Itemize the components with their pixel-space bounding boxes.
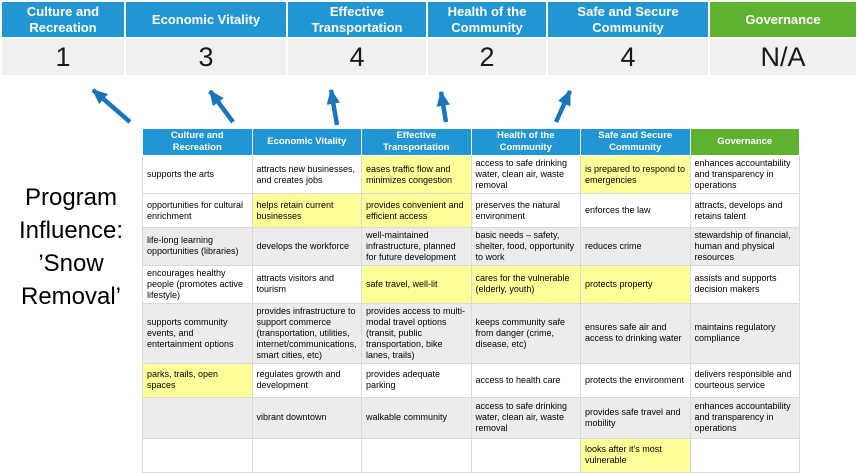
matrix-header-economic-vitality: Economic Vitality: [251, 128, 362, 156]
scorecard-score-economic-vitality: 3: [126, 39, 286, 75]
influence-matrix-table: Culture and Recreation Economic Vitality E…: [142, 128, 800, 473]
matrix-cell-economic-vitality: vibrant downtown: [251, 396, 362, 439]
matrix-cell-health-of-the-community: cares for the vulnerable (elderly, youth…: [470, 264, 581, 304]
matrix-header-culture-and-recreation: Culture and Recreation: [142, 128, 253, 156]
matrix-row: parks, trails, open spaces regulates grow…: [142, 362, 800, 398]
matrix-cell-effective-transportation: [361, 437, 472, 473]
arrow-health-of-the-community-icon: [436, 90, 450, 123]
matrix-row: life-long learning opportunities (librar…: [142, 227, 800, 266]
matrix-cell-safe-and-secure-community: enforces the law: [580, 193, 691, 228]
matrix-cell-culture-and-recreation: encourages healthy people (promotes acti…: [142, 264, 253, 304]
scorecard-label-culture-and-recreation: Culture and Recreation: [2, 2, 124, 37]
matrix-cell-safe-and-secure-community: provides safe travel and mobility: [580, 396, 691, 439]
matrix-row: opportunities for cultural enrichment hel…: [142, 193, 800, 228]
matrix-cell-economic-vitality: [251, 437, 362, 473]
arrow-economic-vitality-icon: [208, 89, 235, 124]
matrix-header-governance: Governance: [689, 128, 800, 156]
matrix-header-safe-and-secure-community: Safe and Secure Community: [580, 128, 691, 156]
matrix-cell-effective-transportation: safe travel, well-lit: [361, 264, 472, 304]
matrix-cell-safe-and-secure-community: looks after it's most vulnerable: [580, 437, 691, 473]
matrix-cell-culture-and-recreation: opportunities for cultural enrichment: [142, 193, 253, 228]
matrix-cell-health-of-the-community: basic needs – safety, shelter, food, opp…: [470, 227, 581, 266]
scorecard-score-culture-and-recreation: 1: [2, 39, 124, 75]
matrix-cell-effective-transportation: walkable community: [361, 396, 472, 439]
matrix-cell-effective-transportation: provides adequate parking: [361, 362, 472, 398]
matrix-cell-culture-and-recreation: supports community events, and entertain…: [142, 302, 253, 364]
matrix-cell-culture-and-recreation: parks, trails, open spaces: [142, 362, 253, 398]
scorecard-label-governance: Governance: [710, 2, 856, 37]
matrix-cell-health-of-the-community: keeps community safe from danger (crime,…: [470, 302, 581, 364]
matrix-cell-governance: assists and supports decision makers: [689, 264, 800, 304]
scorecard-scores-row: 1 3 4 2 4 N/A: [2, 37, 857, 75]
matrix-cell-safe-and-secure-community: protects the environment: [580, 362, 691, 398]
scorecard-label-safe-and-secure-community: Safe and Secure Community: [548, 2, 708, 37]
matrix-cell-health-of-the-community: [470, 437, 581, 473]
matrix-cell-culture-and-recreation: supports the arts: [142, 155, 253, 194]
scorecard: Culture and Recreation Economic Vitality E…: [2, 2, 857, 75]
scorecard-label-effective-transportation: Effective Transportation: [288, 2, 426, 37]
matrix-cell-economic-vitality: attracts visitors and tourism: [251, 264, 362, 304]
scorecard-score-governance: N/A: [710, 39, 856, 75]
program-influence-title: Program Influence: ’Snow Removal’: [18, 184, 124, 311]
arrow-effective-transportation-icon: [326, 88, 341, 126]
matrix-cell-safe-and-secure-community: protects property: [580, 264, 691, 304]
matrix-cell-culture-and-recreation: life-long learning opportunities (librar…: [142, 227, 253, 266]
matrix-cell-safe-and-secure-community: is prepared to respond to emergencies: [580, 155, 691, 194]
matrix-cell-safe-and-secure-community: ensures safe air and access to drinking …: [580, 302, 691, 364]
scorecard-labels-row: Culture and Recreation Economic Vitality E…: [2, 2, 857, 37]
matrix-cell-culture-and-recreation: [142, 396, 253, 439]
matrix-cell-culture-and-recreation: [142, 437, 253, 473]
matrix-cell-health-of-the-community: access to safe drinking water, clean air…: [470, 396, 581, 439]
arrow-layer: [91, 88, 573, 126]
matrix-cell-economic-vitality: regulates growth and development: [251, 362, 362, 398]
matrix-cell-governance: enhances accountability and transparency…: [689, 155, 800, 194]
matrix-cell-health-of-the-community: preserves the natural environment: [470, 193, 581, 228]
matrix-cell-governance: attracts, develops and retains talent: [689, 193, 800, 228]
matrix-row: encourages healthy people (promotes acti…: [142, 264, 800, 304]
matrix-cell-effective-transportation: eases traffic flow and minimizes congest…: [361, 155, 472, 194]
matrix-cell-effective-transportation: well-maintained infrastructure, planned …: [361, 227, 472, 266]
matrix-cell-effective-transportation: provides convenient and efficient access: [361, 193, 472, 228]
matrix-cell-economic-vitality: provides infrastructure to support comme…: [251, 302, 362, 364]
scorecard-score-health-of-the-community: 2: [428, 39, 546, 75]
scorecard-label-health-of-the-community: Health of the Community: [428, 2, 546, 37]
arrow-culture-and-recreation-icon: [91, 88, 132, 124]
scorecard-label-economic-vitality: Economic Vitality: [126, 2, 286, 37]
matrix-cell-economic-vitality: helps retain current businesses: [251, 193, 362, 228]
matrix-cell-governance: [689, 437, 800, 473]
matrix-cell-effective-transportation: provides access to multi-modal travel op…: [361, 302, 472, 364]
matrix-row: supports the arts attracts new businesses…: [142, 155, 800, 194]
matrix-cell-governance: stewardship of financial, human and phys…: [689, 227, 800, 266]
matrix-cell-safe-and-secure-community: reduces crime: [580, 227, 691, 266]
matrix-header-effective-transportation: Effective Transportation: [361, 128, 472, 156]
arrow-safe-and-secure-community-icon: [553, 89, 573, 123]
matrix-row: supports community events, and entertain…: [142, 302, 800, 364]
matrix-cell-health-of-the-community: access to safe drinking water, clean air…: [470, 155, 581, 194]
matrix-row: looks after it's most vulnerable: [142, 437, 800, 473]
matrix-cell-governance: maintains regulatory compliance: [689, 302, 800, 364]
matrix-cell-economic-vitality: attracts new businesses, and creates job…: [251, 155, 362, 194]
matrix-header-row: Culture and Recreation Economic Vitality E…: [142, 128, 800, 156]
matrix-cell-health-of-the-community: access to health care: [470, 362, 581, 398]
matrix-header-health-of-the-community: Health of the Community: [470, 128, 581, 156]
matrix-cell-governance: delivers responsible and courteous servi…: [689, 362, 800, 398]
scorecard-score-safe-and-secure-community: 4: [548, 39, 708, 75]
scorecard-score-effective-transportation: 4: [288, 39, 426, 75]
matrix-cell-governance: enhances accountability and transparency…: [689, 396, 800, 439]
matrix-cell-economic-vitality: develops the workforce: [251, 227, 362, 266]
matrix-row: vibrant downtown walkable community access…: [142, 396, 800, 439]
